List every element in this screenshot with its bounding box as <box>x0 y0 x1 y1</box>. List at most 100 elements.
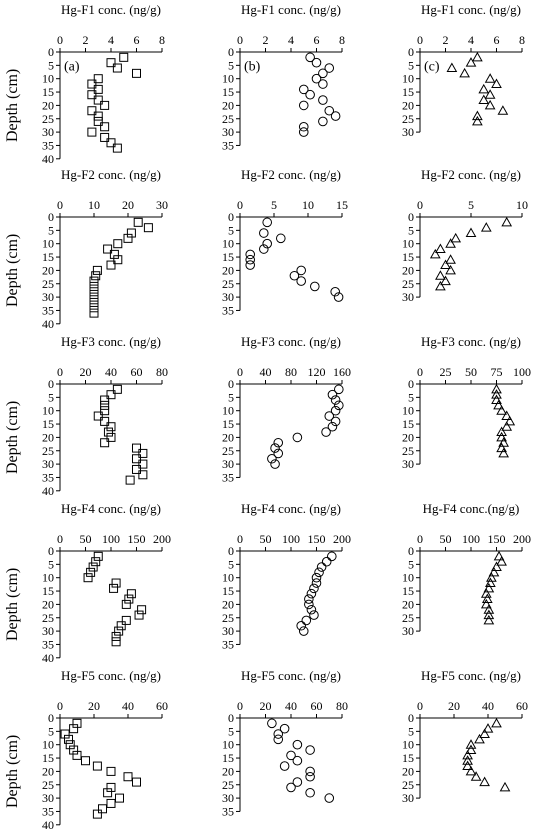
data-point-circle <box>292 432 303 443</box>
y-tick-label: 30 <box>222 791 234 805</box>
data-point-square <box>106 138 116 148</box>
y-tick-label: 25 <box>222 611 234 625</box>
data-point-triangle <box>491 389 502 399</box>
x-tick-label: 6 <box>494 33 500 47</box>
data-point-circle <box>310 281 320 292</box>
y-tick-label: 35 <box>222 470 234 484</box>
x-tick-label: 2 <box>263 33 269 47</box>
y-tick-label: 10 <box>42 237 54 251</box>
y-tick-label: 5 <box>48 557 54 571</box>
data-point-square <box>83 573 93 583</box>
x-tick-label: 0 <box>57 365 63 379</box>
x-tick-label: 0 <box>237 33 243 47</box>
y-tick-label: 25 <box>42 444 54 458</box>
data-point-square <box>69 745 79 755</box>
y-tick-label: 5 <box>408 390 414 404</box>
y-tick-label: 0 <box>408 377 414 391</box>
data-point-triangle <box>465 227 477 238</box>
y-tick-label: 20 <box>222 430 234 444</box>
y-tick-label: 25 <box>222 112 234 126</box>
x-tick-label: 80 <box>156 365 168 379</box>
y-tick-label: 15 <box>402 250 414 264</box>
panel-r3-c1: Hg-F4 conc. (ng/g) 0 50 100 150 200 0510152025… <box>222 501 351 651</box>
x-tick-label: 50 <box>440 532 452 546</box>
data-point-circle <box>298 127 309 137</box>
data-point-square <box>111 637 121 647</box>
panel-r3-c2: Hg-F4 conc.(ng/g) 0 50 100 150 200 05101520253… <box>402 501 531 638</box>
x-tick-label: 8 <box>159 33 165 47</box>
y-tick-label: 15 <box>42 250 54 264</box>
data-point-circle <box>330 405 341 416</box>
data-point-triangle <box>501 410 513 421</box>
y-tick-label: 30 <box>42 290 54 304</box>
data-point-triangle <box>472 110 483 121</box>
data-point-triangle <box>435 243 446 254</box>
panel-r3-c0: Hg-F4 conc. (ng/g) 0 50 100 150 200 0510152025… <box>4 501 171 665</box>
x-tick-label: 200 <box>333 532 351 546</box>
data-point-circle <box>267 453 277 464</box>
data-point-circle <box>279 723 290 734</box>
x-tick-label: 100 <box>513 365 531 379</box>
y-tick-label: 0 <box>48 45 54 59</box>
y-tick-label: 10 <box>222 404 234 418</box>
data-point-circle <box>330 111 341 121</box>
y-tick-label: 0 <box>228 377 234 391</box>
data-point-square <box>112 63 122 73</box>
data-point-circle <box>298 84 309 95</box>
y-tick-label: 5 <box>228 390 234 404</box>
y-tick-label: 25 <box>402 778 414 792</box>
y-axis-label: Depth (cm) <box>4 69 21 142</box>
y-tick-label: 20 <box>402 263 414 277</box>
data-point-square <box>100 132 110 142</box>
data-point-square <box>126 589 136 599</box>
y-tick-label: 25 <box>402 444 414 458</box>
y-tick-label: 30 <box>402 624 414 638</box>
data-point-square <box>89 292 99 302</box>
data-point-square <box>113 255 123 265</box>
y-tick-label: 10 <box>222 72 234 86</box>
data-point-triangle <box>483 609 495 620</box>
data-point-square <box>123 233 133 243</box>
data-point-square <box>60 729 70 739</box>
data-point-circle <box>296 276 307 286</box>
panel-r4-c1: Hg-F5 conc. (ng/g)0 20 40 60 800510152025303… <box>222 668 348 818</box>
x-tick-label: 8 <box>519 33 525 47</box>
y-tick-label: 35 <box>42 303 54 317</box>
data-point-triangle <box>491 717 502 728</box>
data-point-square <box>125 475 135 485</box>
y-tick-label: 15 <box>222 417 234 431</box>
x-tick-label: 50 <box>80 532 92 546</box>
data-point-circle <box>305 89 315 100</box>
y-tick-label: 30 <box>222 624 234 638</box>
y-tick-label: 25 <box>42 611 54 625</box>
y-tick-label: 5 <box>408 223 414 237</box>
data-point-square <box>93 84 103 94</box>
x-tick-label: 75 <box>491 365 503 379</box>
x-tick-label: 150 <box>308 532 326 546</box>
panel-letter: (b) <box>244 60 261 75</box>
panel-r4-c0: Hg-F5 conc. (ng/g)0 20 40 60051015202530354… <box>4 668 168 830</box>
data-point-triangle <box>429 248 441 259</box>
y-tick-label: 15 <box>402 584 414 598</box>
y-tick-label: 15 <box>222 584 234 598</box>
data-point-square <box>89 281 99 291</box>
data-point-triangle <box>470 771 482 781</box>
data-point-square <box>93 551 103 561</box>
y-tick-label: 30 <box>222 290 234 304</box>
data-point-square <box>89 303 99 313</box>
panel-title: Hg-F3 conc. (ng/g) <box>241 334 341 349</box>
data-point-square <box>106 798 116 808</box>
data-point-circle <box>306 588 317 599</box>
data-point-circle <box>304 599 314 610</box>
x-tick-label: 2 <box>443 33 449 47</box>
data-point-square <box>111 631 121 641</box>
data-point-square <box>100 122 110 132</box>
data-point-circle <box>245 260 255 270</box>
data-point-square <box>106 422 116 432</box>
data-point-circle <box>333 292 344 302</box>
x-tick-label: 100 <box>462 532 480 546</box>
y-tick-label: 15 <box>42 85 54 99</box>
y-tick-label: 15 <box>402 85 414 99</box>
